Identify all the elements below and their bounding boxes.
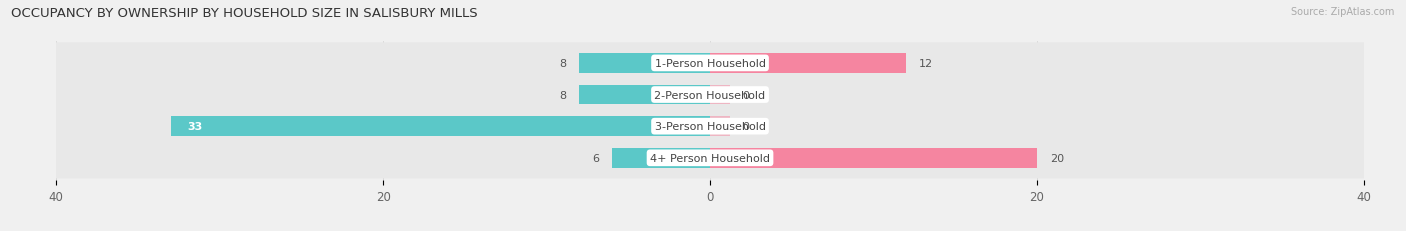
Bar [710,148,1038,168]
Bar [579,54,710,73]
FancyBboxPatch shape [44,75,1376,116]
Text: 0: 0 [742,122,749,132]
Text: 20: 20 [1050,153,1064,163]
Text: 6: 6 [592,153,599,163]
FancyBboxPatch shape [44,138,1376,179]
Bar [612,148,710,168]
Text: 1-Person Household: 1-Person Household [655,59,765,69]
Bar [579,85,710,105]
Text: 4+ Person Household: 4+ Person Household [650,153,770,163]
Text: 12: 12 [920,59,934,69]
Text: OCCUPANCY BY OWNERSHIP BY HOUSEHOLD SIZE IN SALISBURY MILLS: OCCUPANCY BY OWNERSHIP BY HOUSEHOLD SIZE… [11,7,478,20]
Bar [710,117,730,136]
Text: 0: 0 [742,90,749,100]
Text: 33: 33 [187,122,202,132]
Text: 8: 8 [560,90,567,100]
Text: Source: ZipAtlas.com: Source: ZipAtlas.com [1291,7,1395,17]
Bar [710,85,730,105]
FancyBboxPatch shape [44,43,1376,84]
Bar [170,117,710,136]
Bar [710,54,905,73]
Text: 2-Person Household: 2-Person Household [654,90,766,100]
Text: 8: 8 [560,59,567,69]
FancyBboxPatch shape [44,106,1376,147]
Text: 3-Person Household: 3-Person Household [655,122,765,132]
